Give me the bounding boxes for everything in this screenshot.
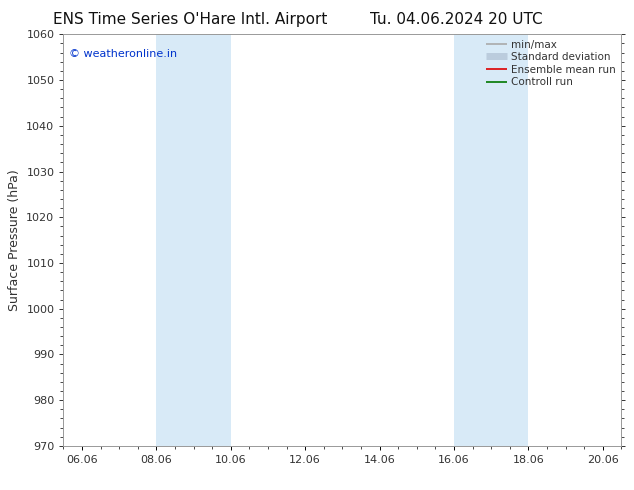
Bar <box>157 34 231 446</box>
Text: © weatheronline.in: © weatheronline.in <box>69 49 177 59</box>
Text: Tu. 04.06.2024 20 UTC: Tu. 04.06.2024 20 UTC <box>370 12 543 27</box>
Text: ENS Time Series O'Hare Intl. Airport: ENS Time Series O'Hare Intl. Airport <box>53 12 327 27</box>
Legend: min/max, Standard deviation, Ensemble mean run, Controll run: min/max, Standard deviation, Ensemble me… <box>484 37 618 89</box>
Bar <box>454 34 528 446</box>
Y-axis label: Surface Pressure (hPa): Surface Pressure (hPa) <box>8 169 21 311</box>
